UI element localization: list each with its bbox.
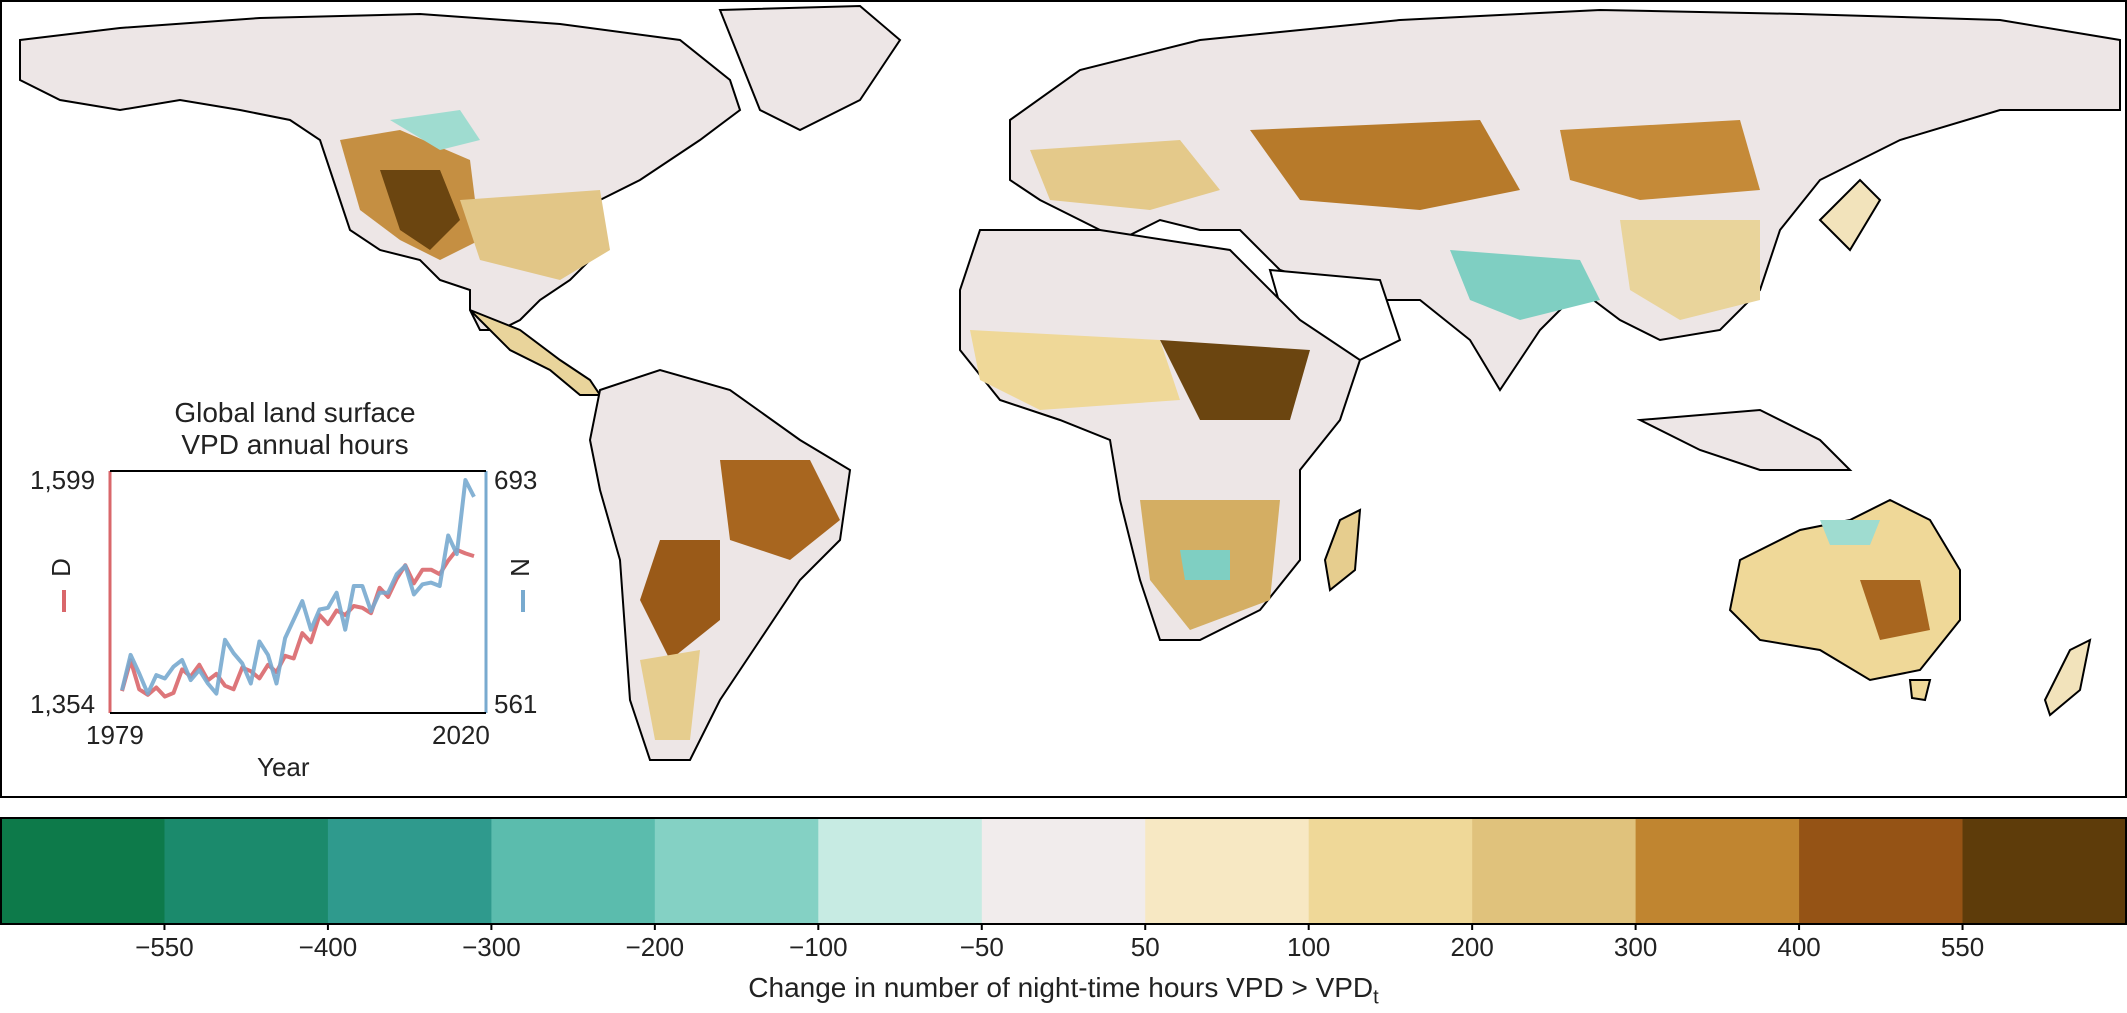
island-new-zealand [2043, 638, 2092, 717]
colorbar-swatch [1308, 818, 1473, 924]
region-sahel [970, 330, 1180, 410]
right-axis-max: 693 [494, 465, 538, 495]
inset-chart [20, 400, 560, 780]
region-mongolia [1560, 120, 1760, 200]
left-axis-max: 1,599 [30, 465, 96, 495]
region-europe-south [1030, 140, 1220, 210]
region-us-southwest-high [380, 170, 460, 250]
colorbar-frame [0, 817, 2127, 925]
colorbar-tick-label: −300 [462, 932, 521, 962]
region-sa-central [640, 540, 720, 660]
colorbar-swatch [491, 818, 656, 924]
island-tasmania [1908, 679, 1932, 702]
region-australia-north-wet [1820, 520, 1880, 545]
region-central-asia [1250, 120, 1520, 210]
inset-title-line1: Global land surface [174, 397, 416, 428]
right-series-label: N [504, 558, 535, 577]
colorbar-title: Change in number of night-time hours VPD… [0, 972, 2127, 1010]
islands-indonesia [1636, 408, 1853, 471]
colorbar-tick-label: −50 [959, 932, 1004, 962]
colorbar-tick-label: 200 [1450, 932, 1494, 962]
colorbar-swatch [327, 818, 492, 924]
colorbar-swatch [981, 818, 1146, 924]
region-australia-central [1860, 580, 1930, 640]
colorbar-tick-label: −100 [789, 932, 848, 962]
inset-title-line2: VPD annual hours [181, 429, 409, 460]
x-axis-title: Year [257, 752, 310, 782]
region-china-east [1620, 220, 1760, 320]
region-sa-south [640, 650, 700, 740]
right-axis-min: 561 [494, 689, 538, 719]
x-axis-end: 2020 [432, 720, 490, 750]
colorbar-swatch [1962, 818, 2127, 924]
region-brazil-east [720, 460, 840, 560]
series-line-n [120, 478, 476, 696]
region-sudan [1160, 340, 1310, 420]
colorbar-swatch [1799, 818, 1964, 924]
colorbar-tick-label: 400 [1777, 932, 1821, 962]
colorbar-tick-label: 100 [1286, 932, 1331, 962]
colorbar-tick-label: −200 [625, 932, 685, 962]
colorbar-tick-label: 300 [1613, 932, 1658, 962]
colorbar-tick-label: −550 [135, 932, 194, 962]
colorbar-swatch [1, 818, 165, 924]
left-series-label: D [45, 558, 76, 577]
inset-series [120, 478, 476, 699]
continent-eurasia [1009, 8, 2121, 392]
colorbar-tick-label: 550 [1940, 932, 1985, 962]
colorbar-swatch [818, 818, 983, 924]
colorbar-swatch [654, 818, 819, 924]
colorbar-swatch [1472, 818, 1637, 924]
region-canada-wet [390, 110, 480, 150]
colorbar-swatch [1145, 818, 1310, 924]
colorbar-title-subscript: t [1373, 986, 1379, 1009]
colorbar-tick-label: 50 [1130, 932, 1160, 962]
colorbar-title-text: Change in number of night-time hours VPD… [748, 972, 1374, 1003]
region-us-central [460, 190, 610, 280]
region-africa-wet [1180, 550, 1230, 580]
x-axis-start: 1979 [86, 720, 144, 750]
continent-greenland [718, 4, 902, 132]
island-madagascar [1323, 508, 1362, 592]
colorbar-tick-label: −400 [298, 932, 358, 962]
series-line-d [120, 547, 475, 699]
region-india-wet [1450, 250, 1600, 320]
island-japan [1818, 178, 1882, 252]
colorbar [0, 817, 2127, 930]
colorbar-swatch [1635, 818, 1800, 924]
world-map [0, 0, 2127, 798]
colorbar-swatch [164, 818, 329, 924]
left-axis-min: 1,354 [30, 689, 96, 719]
